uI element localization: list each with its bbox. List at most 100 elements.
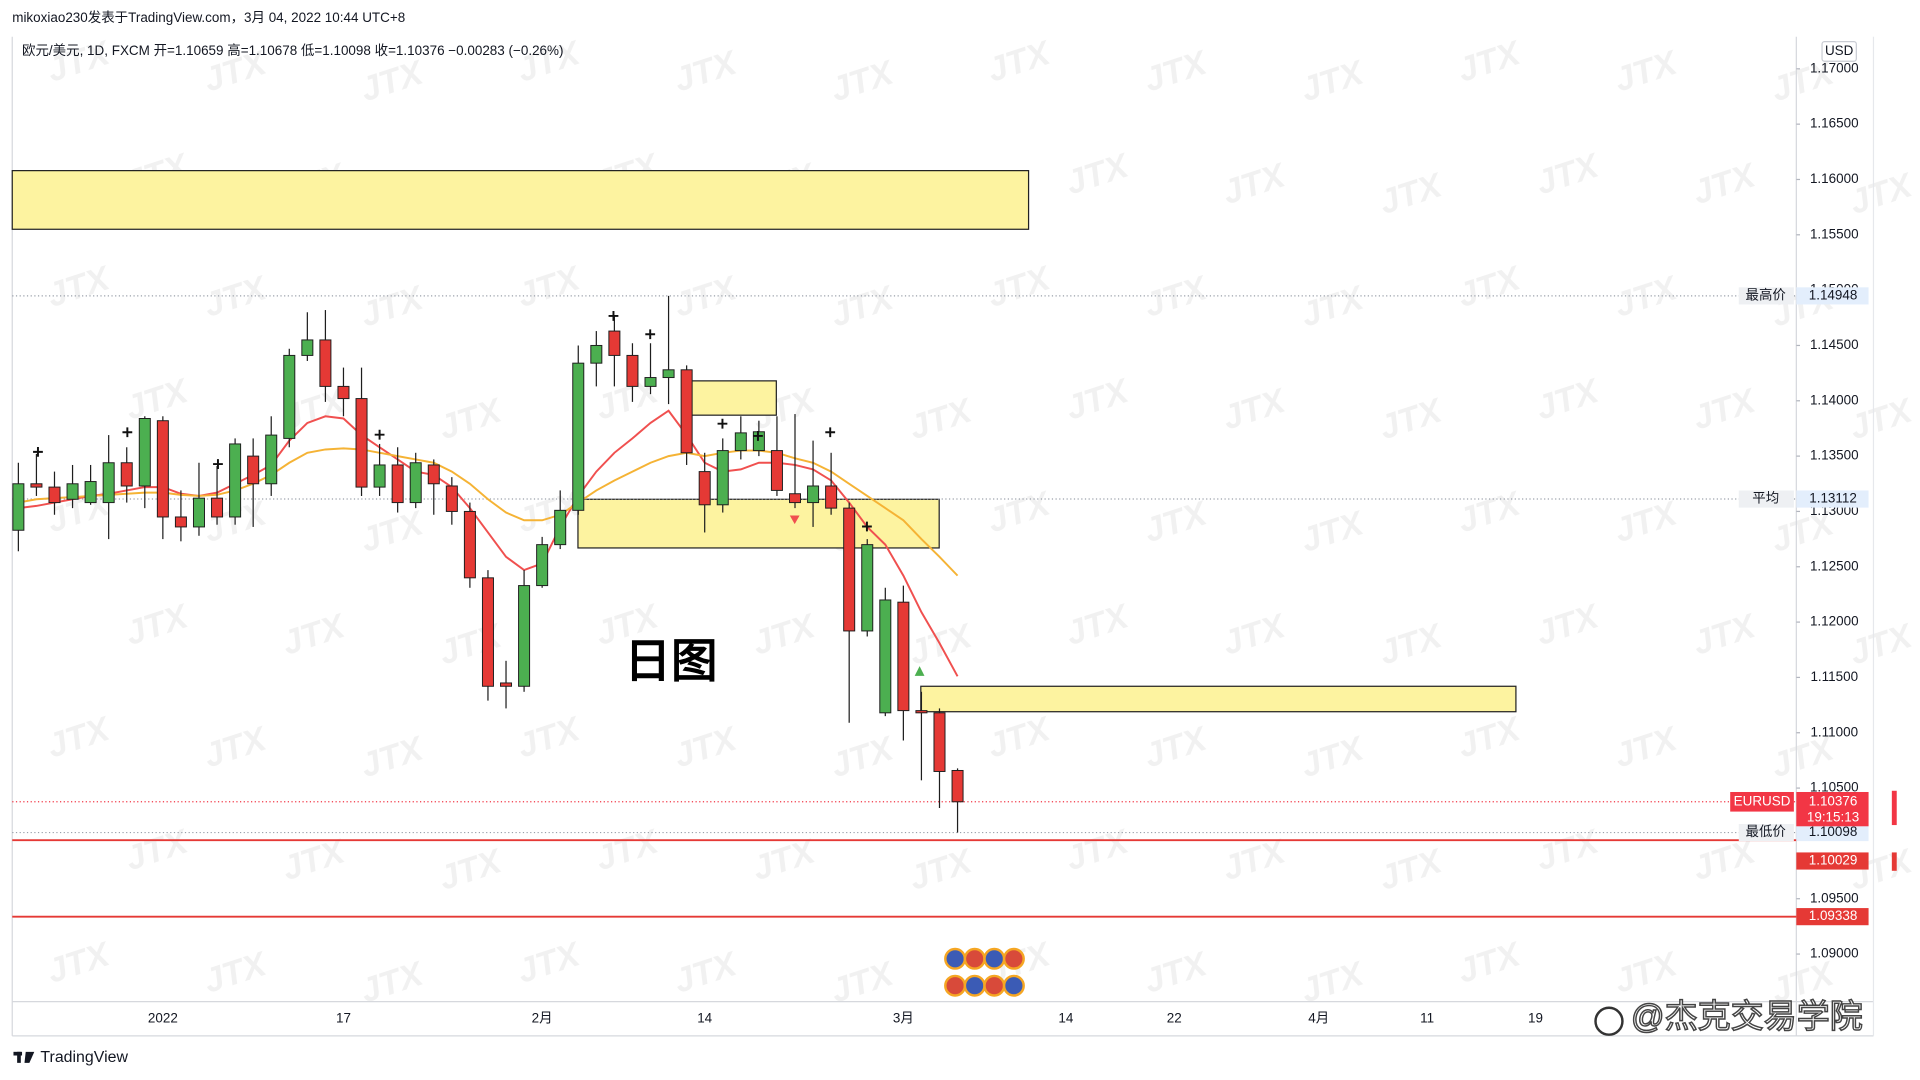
candle-body [734,432,747,452]
candle-body [427,464,440,485]
candle-body [66,483,79,500]
level-value-box [1796,852,1869,870]
candle-body [102,462,115,504]
candle-body [951,769,964,803]
candle-body [572,362,585,511]
price-line-tag: 最高价 [1746,286,1787,302]
price-line-value-box [1796,490,1869,508]
y-tick-label: 1.12500 [1810,558,1859,573]
candle-body [500,682,513,687]
x-tick-label: 19 [1528,1010,1543,1025]
signal-plus [213,459,223,469]
candle-body [247,455,260,485]
y-tick-label: 1.09000 [1810,946,1859,961]
y-tick-label: 1.14500 [1810,337,1859,352]
candle-body [789,493,801,504]
candle-body [319,339,332,387]
price-line-value: 1.10098 [1809,824,1858,839]
candle-body [409,462,422,504]
candle-body [644,377,657,387]
strip-marker [1891,852,1897,871]
y-tick-label: 1.10500 [1810,780,1859,795]
moving-average [18,409,959,677]
x-tick-label: 11 [1420,1010,1434,1025]
y-tick-label: 1.09500 [1810,890,1859,905]
signal-up [914,666,925,676]
candle-body [174,516,187,528]
currency: USD [1825,43,1854,58]
price-line-tag: 平均 [1752,491,1779,506]
x-tick-label: 2022 [148,1010,178,1025]
last-price-box [1796,791,1869,827]
event-icon [963,974,986,997]
event-icon [983,947,1006,970]
logo-part [24,1051,35,1063]
candle-body [680,369,693,454]
candle-body [879,599,892,714]
event-icon [1002,947,1025,970]
signal-plus [608,311,619,321]
y-tick-label: 1.11000 [1810,724,1858,739]
x-tick-label: 17 [336,1010,351,1025]
event-icon [944,974,967,997]
price-line-tag-box [1738,823,1794,842]
y-tick-label: 1.16500 [1810,116,1859,131]
price-line-tag-box [1738,287,1794,305]
signal-plus [753,431,763,441]
price-line-tag-box [1738,490,1794,508]
candle-body [626,354,639,387]
signal-down [789,515,800,525]
event-icon [1002,974,1025,997]
candle-body [608,330,621,356]
candle-body [391,464,404,504]
candle-body [156,420,169,518]
signal-plus [122,427,133,438]
x-tick-label: 22 [1167,1010,1182,1025]
candle-body [211,497,224,518]
zone [685,380,777,416]
x-tick-label: 14 [1058,1010,1073,1025]
candle-body [138,417,151,487]
candle-body [554,509,567,546]
author-icon [1594,1006,1624,1036]
author: @杰克交易学院 [1631,999,1863,1036]
annotation: 日图 [624,635,717,687]
candle-body [933,712,946,772]
author-icon-circle [1594,1006,1624,1036]
price-line-tag: 最低价 [1746,824,1787,839]
candle-body [30,483,43,488]
candle-body [897,601,910,712]
x-tick-label: 3月 [893,1010,914,1025]
x-tick-label: 2月 [532,1010,553,1025]
y-tick-label: 1.14000 [1810,392,1859,407]
candle-body [861,544,874,632]
candle-body [265,434,278,485]
candle-body [662,369,675,379]
plot: 1.170001.165001.160001.155001.150001.145… [11,60,1897,1025]
candle-body [915,710,928,714]
candle-body [590,344,603,364]
candle-body [12,483,25,531]
chart-title: 欧元/美元, 1D, FXCM 开=1.10659 高=1.10678 低=1.… [22,42,563,58]
candle-body [481,577,494,687]
x-tick-label: 14 [697,1010,712,1025]
zone [920,685,1517,713]
brand-logo [13,1051,35,1063]
candle-body [807,485,820,504]
y-tick-label: 1.13500 [1810,448,1859,463]
y-tick-label: 1.12000 [1810,614,1859,629]
last-symbol-box [1730,791,1794,812]
event-icon [983,974,1006,997]
signal-plus [33,446,43,457]
y-tick-label: 1.15500 [1810,226,1859,241]
price-line-value: 1.14948 [1809,287,1858,302]
x-tick-label: 4月 [1308,1010,1329,1025]
event-icon [944,947,967,970]
candle-body [192,497,205,528]
candle-body [463,510,476,579]
candle-body [373,464,386,488]
level-value-box [1796,908,1869,926]
candle-body [825,485,838,509]
